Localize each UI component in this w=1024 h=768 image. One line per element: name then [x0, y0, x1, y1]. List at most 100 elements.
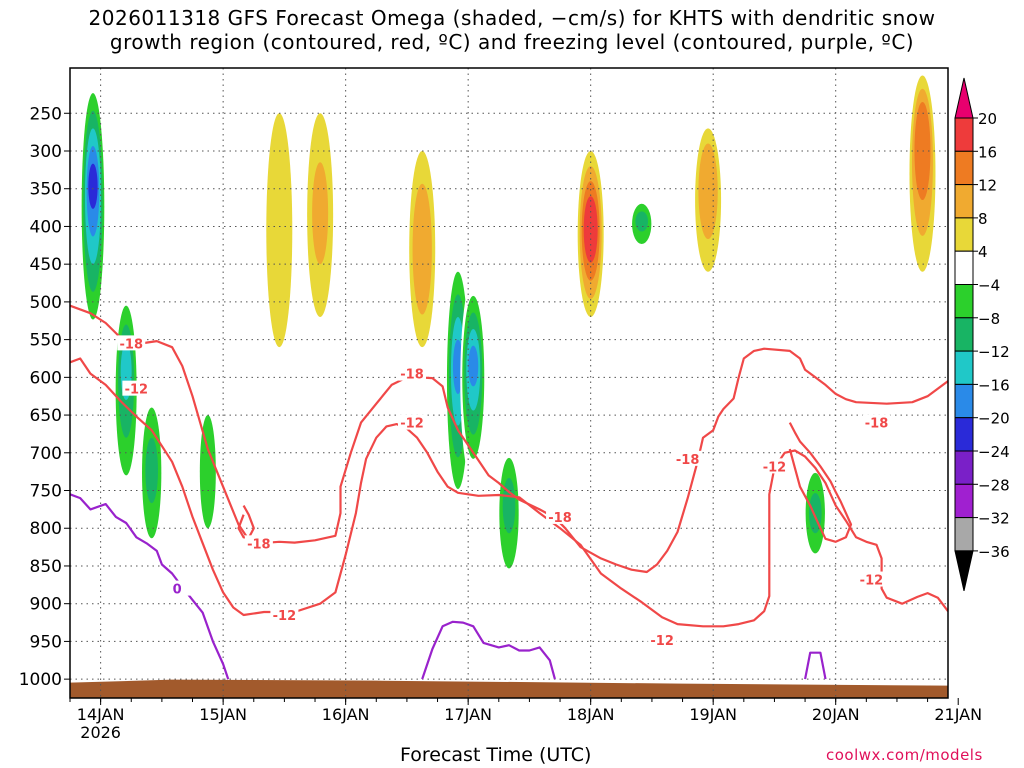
contour-label-4: -12	[273, 609, 297, 624]
colorbar-swatch-6	[954, 284, 974, 319]
colorbar-label-2: 12	[978, 177, 997, 195]
colorbar-label-5: −4	[978, 277, 1000, 295]
contour-label-bg	[270, 607, 299, 623]
omega-band	[88, 163, 98, 209]
colorbar-swatch-13	[954, 517, 974, 552]
contour-label-bg	[398, 365, 427, 381]
y-tick-label-400: 400	[30, 217, 62, 237]
x-tick-label-18JAN: 18JAN	[567, 705, 615, 724]
omega-feature-9	[496, 437, 522, 604]
omega-feature-6	[409, 150, 436, 348]
contour-label-bg	[857, 571, 886, 587]
colorbar-swatch-5	[954, 250, 974, 285]
omega-feature-13	[802, 452, 829, 574]
title-line-2: growth region (contoured, red, ºC) and f…	[109, 30, 915, 54]
colorbar-swatch-7	[954, 317, 974, 352]
y-tick-label-900: 900	[30, 595, 62, 615]
colorbar-label-13: −36	[978, 543, 1010, 561]
x-tick-label-21JAN: 21JAN	[934, 705, 982, 724]
terrain-surface	[70, 679, 948, 698]
contour-line-5	[421, 620, 556, 680]
x-tick-label-20JAN: 20JAN	[812, 705, 860, 724]
x-tick-label-15JAN: 15JAN	[199, 705, 247, 724]
contour-line-4	[70, 493, 230, 680]
omega-feature-11	[628, 196, 655, 257]
omega-feature-8	[460, 279, 487, 483]
contour-label-0: -18	[120, 337, 144, 352]
colorbar-label-4: 4	[978, 243, 988, 261]
omega-band	[145, 437, 159, 504]
colorbar-label-12: −32	[978, 510, 1010, 528]
contour-label-9: -18	[676, 453, 700, 468]
colorbar-swatch-4	[954, 217, 974, 252]
contour-label-bg	[648, 631, 677, 647]
y-tick-label-300: 300	[30, 142, 62, 162]
y-tick-label-600: 600	[30, 368, 62, 388]
x-axis-label: Forecast Time (UTC)	[400, 744, 592, 766]
credit-text: coolwx.com/models	[826, 746, 983, 764]
omega-band	[199, 415, 216, 529]
colorbar-label-0: 20	[978, 110, 997, 128]
colorbar-swatch-3	[954, 184, 974, 219]
contour-label-bg	[546, 508, 575, 524]
contour-label-bg	[862, 414, 891, 430]
omega-band	[635, 211, 649, 232]
colorbar-label-3: 8	[978, 210, 988, 228]
contour-label-bg	[163, 580, 192, 596]
colorbar-swatch-1	[954, 117, 974, 152]
contour-label-bg	[673, 450, 702, 466]
omega-band	[916, 115, 928, 165]
contour-label-bg	[760, 458, 789, 474]
colorbar-label-11: −28	[978, 476, 1010, 494]
colorbar-swatch-2	[954, 150, 974, 186]
contour-label-11: -18	[865, 417, 889, 432]
contour-label-2: 0	[173, 583, 182, 598]
omega-feature-0	[79, 75, 106, 348]
contour-label-1: -12	[125, 383, 149, 398]
omega-band	[502, 477, 516, 534]
omega-feature-1	[113, 286, 140, 514]
colorbar-label-1: 16	[978, 143, 997, 161]
y-tick-label-700: 700	[30, 444, 62, 464]
contour-label-7: -18	[548, 511, 572, 526]
y-tick-label-500: 500	[30, 293, 62, 313]
colorbar-swatch-12	[954, 483, 974, 519]
x-tick-label-19JAN: 19JAN	[689, 705, 737, 724]
contour-line-2	[237, 505, 255, 540]
omega-feature-12	[695, 128, 722, 272]
colorbar-label-8: −16	[978, 376, 1010, 394]
colorbar-swatch-9	[954, 383, 974, 419]
contour-label-bg	[244, 535, 273, 551]
colorbar-label-10: −24	[978, 443, 1010, 461]
colorbar-label-7: −12	[978, 343, 1010, 361]
colorbar-label-6: −8	[978, 310, 1000, 328]
contour-label-bg	[117, 335, 146, 351]
omega-band	[701, 158, 715, 207]
omega-band	[312, 162, 329, 265]
omega-feature-14	[909, 75, 936, 272]
colorbar-swatch-8	[954, 350, 974, 385]
y-tick-label-800: 800	[30, 519, 62, 539]
colorbar-top-arrow	[954, 77, 974, 119]
chart-title: 2026011318 GFS Forecast Omega (shaded, −…	[0, 6, 1024, 54]
omega-band	[271, 154, 288, 272]
contour-label-6: -12	[400, 417, 424, 432]
contour-label-5: -18	[400, 368, 424, 383]
x-tick-label-17JAN: 17JAN	[444, 705, 492, 724]
contour-line-3	[788, 422, 853, 543]
contour-label-bg	[398, 414, 427, 430]
y-tick-label-850: 850	[30, 557, 62, 577]
contour-label-8: -12	[650, 634, 674, 649]
omega-feature-4	[266, 113, 293, 348]
colorbar-label-9: −20	[978, 410, 1010, 428]
contour-label-3: -18	[247, 537, 271, 552]
x-tick-sublabel: 2026	[80, 723, 121, 742]
y-tick-label-950: 950	[30, 632, 62, 652]
omega-feature-2	[138, 377, 165, 574]
omega-band	[468, 345, 479, 387]
contour-label-bg	[122, 380, 151, 396]
contour-line-6	[804, 651, 827, 680]
y-tick-label-450: 450	[30, 255, 62, 275]
plot-frame	[69, 67, 949, 699]
